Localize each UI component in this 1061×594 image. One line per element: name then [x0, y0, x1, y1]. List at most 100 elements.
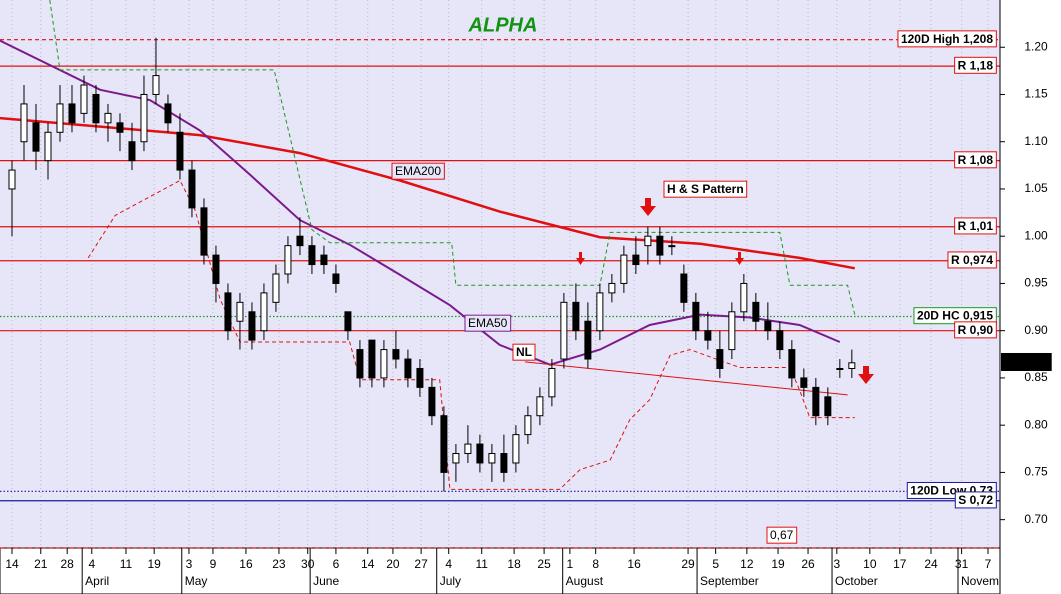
label-box: [947, 251, 997, 269]
x-tick-label: 30: [301, 557, 315, 571]
label-box: [954, 491, 997, 509]
candle-body: [188, 169, 196, 209]
candle-body: [752, 301, 760, 322]
candle-body: [32, 122, 40, 152]
candle-body: [380, 349, 388, 379]
candle-body: [452, 453, 460, 464]
chart-title: ALPHA: [468, 14, 538, 36]
candle-body: [176, 131, 184, 171]
candle-body: [788, 349, 796, 379]
candle-body: [392, 349, 400, 360]
x-tick-label: 27: [414, 557, 428, 571]
x-tick-label: 14: [361, 557, 375, 571]
candle-body: [68, 103, 76, 124]
x-tick-label: 24: [924, 557, 938, 571]
annotation: H & S Pattern: [667, 182, 744, 196]
x-tick-label: 11: [475, 557, 488, 571]
candle-body: [488, 453, 496, 464]
month-label: June: [313, 574, 339, 588]
x-tick-label: 21: [34, 557, 48, 571]
level-label: 20D HC 0,915: [917, 309, 993, 323]
y-tick-label: 1.20: [1024, 39, 1048, 53]
candle-body: [356, 349, 364, 379]
y-tick-label: 1.05: [1024, 181, 1048, 195]
x-tick-label: 11: [120, 557, 133, 571]
candle-body: [260, 292, 268, 332]
x-tick-label: 18: [507, 557, 521, 571]
label-box: [663, 180, 748, 198]
candle-body: [536, 396, 544, 417]
indicator-line: [0, 116, 856, 270]
candle-body: [632, 254, 640, 266]
lines: EMA200 EMA50 NL: [0, 0, 856, 490]
label-box: [766, 526, 798, 544]
x-tick-label: 12: [740, 557, 754, 571]
level-label: R 0,974: [951, 253, 993, 267]
candle-body: [308, 245, 316, 266]
candle-body: [44, 131, 52, 162]
indicator-line: [87, 179, 855, 490]
candle-body: [200, 207, 208, 256]
x-tick-label: 4: [88, 557, 95, 571]
level-label: 120D High 1,208: [901, 32, 993, 46]
candle-body: [56, 103, 64, 133]
month-label: July: [440, 574, 461, 588]
candle-body: [404, 358, 412, 379]
x-tick-label: 23: [272, 557, 286, 571]
candle-body: [836, 367, 844, 370]
label-box: [464, 314, 512, 332]
y-tick-label: 0.75: [1024, 465, 1048, 479]
label-box: [954, 56, 997, 74]
candle-body: [800, 377, 808, 388]
candle-body: [248, 311, 256, 341]
annotations: ALPHA H & S Pattern: [468, 14, 874, 384]
candle-body: [692, 301, 700, 332]
candle-body: [476, 443, 484, 464]
candle-body: [812, 386, 820, 417]
candle-body: [272, 273, 280, 303]
last-price-label: 0.86600: [1004, 355, 1048, 369]
candle-body: [440, 415, 448, 473]
candle-body: [140, 93, 148, 143]
x-tick-label: 6: [333, 557, 340, 571]
candle-body: [764, 320, 772, 332]
candle-body: [92, 93, 100, 124]
x-tick-label: 20: [386, 557, 400, 571]
x-tick-label: 19: [147, 557, 161, 571]
candle-body: [332, 273, 340, 284]
label-box: [954, 151, 997, 169]
x-tick-label: 9: [210, 557, 217, 571]
month-label: September: [700, 574, 759, 588]
candle-body: [644, 235, 652, 247]
candle-body: [416, 367, 424, 388]
arrow: [640, 198, 656, 216]
x-tick-label: 16: [627, 557, 641, 571]
candle-body: [116, 122, 124, 133]
arrow: [858, 366, 874, 384]
candle-body: [680, 273, 688, 303]
candle-body: [620, 254, 628, 284]
arrow: [576, 252, 585, 265]
y-tick-label: 0.95: [1024, 276, 1048, 290]
candle-body: [524, 415, 532, 436]
x-tick-label: 29: [681, 557, 695, 571]
candle-body: [512, 434, 520, 464]
line-label: NL: [516, 345, 532, 359]
candle-body: [848, 362, 856, 369]
x-tick-label: 5: [712, 557, 719, 571]
indicator-line: [0, 39, 841, 366]
level-label: S 0,72: [958, 493, 993, 507]
candle-body: [80, 84, 88, 114]
axis-background: [1000, 0, 1061, 548]
candle-body: [596, 292, 604, 332]
candle-body: [368, 339, 376, 379]
x-tick-label: 17: [893, 557, 907, 571]
x-tick-label: 4: [445, 557, 452, 571]
candle-body: [8, 169, 16, 190]
month-label: August: [566, 574, 604, 588]
candle-body: [164, 103, 172, 124]
candle-body: [668, 245, 676, 248]
y-tick-label: 0.80: [1024, 417, 1048, 431]
candle-body: [464, 443, 472, 455]
candle-body: [128, 141, 136, 162]
